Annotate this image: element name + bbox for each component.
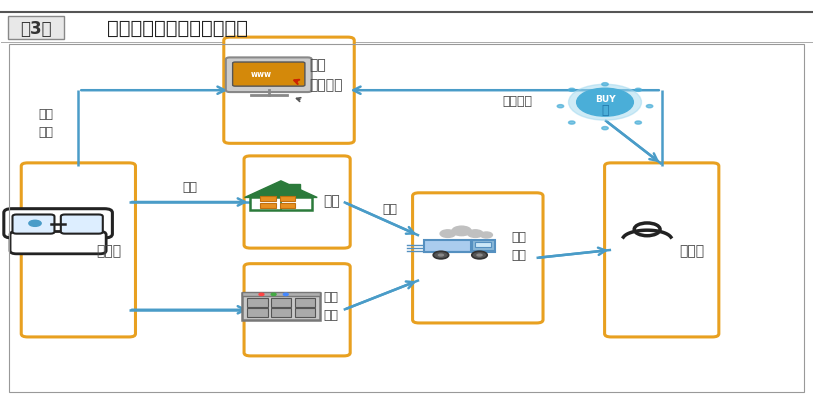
Text: www: www — [250, 70, 272, 79]
Circle shape — [568, 85, 641, 121]
Circle shape — [602, 83, 608, 87]
Bar — [250, 198, 312, 211]
Circle shape — [576, 89, 633, 117]
Circle shape — [259, 294, 264, 296]
Bar — [247, 298, 267, 307]
Text: 供应商: 供应商 — [96, 243, 121, 257]
Bar — [280, 203, 295, 208]
Bar — [424, 240, 472, 252]
Circle shape — [28, 221, 41, 227]
FancyBboxPatch shape — [233, 63, 305, 87]
Text: ✋: ✋ — [602, 103, 609, 117]
Bar — [260, 203, 276, 208]
Circle shape — [284, 294, 288, 296]
FancyBboxPatch shape — [61, 215, 102, 234]
Bar — [242, 292, 320, 297]
Text: 自营物流配送模式运作机制: 自营物流配送模式运作机制 — [107, 19, 248, 38]
Bar — [247, 308, 267, 317]
FancyBboxPatch shape — [10, 232, 107, 254]
Circle shape — [635, 122, 641, 125]
FancyBboxPatch shape — [12, 215, 54, 234]
Text: 自营: 自营 — [382, 203, 397, 216]
Bar — [476, 243, 490, 247]
Circle shape — [480, 233, 493, 238]
Text: BUY: BUY — [594, 95, 615, 104]
Circle shape — [472, 252, 487, 259]
FancyBboxPatch shape — [226, 58, 311, 93]
Circle shape — [452, 227, 472, 236]
Bar — [294, 308, 315, 317]
Text: 信息
传递: 信息 传递 — [38, 107, 54, 138]
Circle shape — [437, 254, 444, 257]
FancyBboxPatch shape — [244, 264, 350, 356]
Text: 加工
中心: 加工 中心 — [323, 291, 338, 322]
Text: 配送
中心: 配送 中心 — [512, 231, 527, 262]
FancyBboxPatch shape — [605, 164, 719, 337]
Circle shape — [602, 127, 608, 130]
Circle shape — [440, 230, 455, 238]
Circle shape — [635, 89, 641, 92]
Circle shape — [467, 230, 483, 238]
Circle shape — [568, 89, 575, 92]
FancyBboxPatch shape — [8, 16, 63, 40]
Text: 图3：: 图3： — [20, 20, 52, 37]
Bar — [260, 197, 276, 202]
Text: 消费者: 消费者 — [680, 243, 705, 257]
Circle shape — [272, 294, 276, 296]
Circle shape — [646, 105, 653, 109]
Circle shape — [568, 122, 575, 125]
Bar — [472, 241, 495, 251]
FancyBboxPatch shape — [244, 156, 350, 249]
Polygon shape — [245, 181, 317, 198]
FancyBboxPatch shape — [224, 38, 354, 144]
FancyBboxPatch shape — [4, 209, 112, 238]
FancyBboxPatch shape — [412, 193, 543, 323]
Bar — [294, 298, 315, 307]
Bar — [271, 298, 291, 307]
Circle shape — [433, 252, 449, 259]
Circle shape — [557, 105, 563, 109]
FancyBboxPatch shape — [21, 164, 136, 337]
Bar — [289, 184, 300, 194]
Bar — [271, 308, 291, 317]
Text: 仓库: 仓库 — [323, 194, 340, 207]
Bar — [242, 294, 320, 320]
Text: 自营: 自营 — [182, 180, 198, 193]
Bar — [280, 197, 295, 202]
Text: 生鲜
电商网站: 生鲜 电商网站 — [309, 59, 343, 92]
Text: 一键下单: 一键下单 — [502, 95, 532, 107]
Circle shape — [476, 254, 483, 257]
Circle shape — [634, 223, 660, 236]
